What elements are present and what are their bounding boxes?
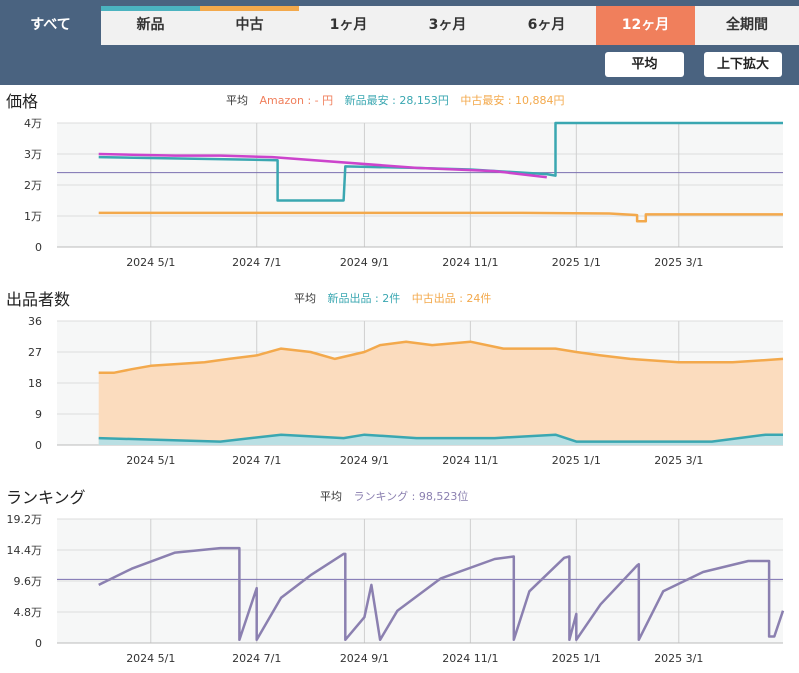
- tab-2[interactable]: 中古: [200, 6, 299, 45]
- ranking-xtick-label: 2024 11/1: [442, 652, 498, 665]
- sellers-ytick-label: 9: [35, 408, 42, 421]
- vertical-zoom-button[interactable]: 上下拡大: [704, 52, 782, 77]
- tab-label: 1ヶ月: [329, 17, 368, 33]
- range-tabs: すべて 新品 中古 1ヶ月 3ヶ月 6ヶ月 12ヶ月 全期間: [0, 0, 799, 45]
- price-series-新品最安: [98, 121, 783, 202]
- ranking-series-ランキング: [98, 546, 785, 642]
- new-sellers-legend: 新品出品 : 2件: [327, 292, 401, 305]
- sellers-series-新品出品: [98, 433, 783, 443]
- ranking-ytick-label: 0: [35, 637, 42, 650]
- price-ytick-label: 0: [35, 241, 42, 254]
- sellers-ytick-label: 18: [28, 377, 42, 390]
- ranking-ytick-label: 14.4万: [7, 544, 43, 557]
- sellers-area-新品出品: [98, 434, 783, 445]
- tab-stripe: [200, 6, 299, 11]
- ranking-ytick-label: 19.2万: [7, 513, 43, 526]
- price-avg-label: 平均: [226, 94, 248, 107]
- tab-3[interactable]: 1ヶ月: [299, 6, 398, 45]
- ranking-value-legend: ランキング : 98,523位: [353, 490, 469, 503]
- ranking-xtick-label: 2024 9/1: [340, 652, 389, 665]
- price-xtick-label: 2024 9/1: [340, 256, 389, 269]
- tab-label: 3ヶ月: [428, 17, 467, 33]
- ranking-xtick-label: 2025 1/1: [552, 652, 601, 665]
- sellers-xtick-label: 2024 9/1: [340, 454, 389, 467]
- sellers-xtick-label: 2024 7/1: [232, 454, 281, 467]
- ranking-title: ランキング: [6, 488, 86, 507]
- sellers-plot-bg: [57, 321, 783, 445]
- tab-4[interactable]: 3ヶ月: [398, 6, 497, 45]
- tab-label: 12ヶ月: [621, 17, 670, 33]
- tab-label: 中古: [235, 17, 264, 33]
- sellers-avg-label: 平均: [294, 292, 316, 305]
- price-ytick-label: 4万: [24, 117, 42, 130]
- amazon-legend: Amazon : - 円: [259, 94, 334, 107]
- used-sellers-legend: 中古出品 : 24件: [411, 292, 492, 305]
- ranking-ytick-label: 9.6万: [14, 575, 43, 588]
- sellers-xtick-label: 2024 5/1: [126, 454, 175, 467]
- price-ytick-label: 1万: [24, 210, 42, 223]
- price-ytick-label: 3万: [24, 148, 42, 161]
- tab-label: 全期間: [726, 17, 768, 33]
- tab-7[interactable]: 全期間: [695, 6, 799, 45]
- price-series-magenta: [98, 152, 547, 179]
- price-xtick-label: 2024 5/1: [126, 256, 175, 269]
- ranking-ytick-label: 4.8万: [14, 606, 43, 619]
- ranking-avg-label: 平均: [320, 490, 342, 503]
- sellers-series-中古出品: [98, 340, 784, 374]
- ranking-legend: 平均 ランキング : 98,523位: [320, 488, 476, 504]
- price-title: 価格: [6, 92, 39, 111]
- sellers-xtick-label: 2024 11/1: [442, 454, 498, 467]
- price-plot-bg: [57, 123, 783, 247]
- price-series-中古最安: [98, 211, 783, 223]
- price-xtick-label: 2025 3/1: [654, 256, 703, 269]
- sellers-legend: 平均 新品出品 : 2件 中古出品 : 24件: [294, 290, 499, 306]
- sellers-xtick-label: 2025 3/1: [654, 454, 703, 467]
- tab-label: 新品: [136, 17, 165, 33]
- tab-1[interactable]: 新品: [101, 6, 200, 45]
- price-legend: 平均 Amazon : - 円 新品最安 : 28,153円 中古最安 : 10…: [226, 92, 573, 108]
- ranking-xtick-label: 2024 7/1: [232, 652, 281, 665]
- sellers-area-中古出品: [98, 341, 783, 445]
- sellers-xtick-label: 2025 1/1: [552, 454, 601, 467]
- tab-6[interactable]: 12ヶ月: [596, 6, 695, 45]
- tab-0[interactable]: すべて: [0, 0, 101, 45]
- tab-5[interactable]: 6ヶ月: [497, 6, 596, 45]
- sellers-ytick-label: 36: [28, 315, 42, 328]
- tab-stripe: [101, 6, 200, 11]
- ranking-xtick-label: 2024 5/1: [126, 652, 175, 665]
- new-min-legend: 新品最安 : 28,153円: [344, 94, 449, 107]
- sellers-ytick-label: 0: [35, 439, 42, 452]
- price-xtick-label: 2024 11/1: [442, 256, 498, 269]
- price-xtick-label: 2025 1/1: [552, 256, 601, 269]
- ranking-xtick-label: 2025 3/1: [654, 652, 703, 665]
- average-button[interactable]: 平均: [605, 52, 684, 77]
- sellers-ytick-label: 27: [28, 346, 42, 359]
- price-ytick-label: 2万: [24, 179, 42, 192]
- tab-label: すべて: [30, 17, 71, 33]
- price-xtick-label: 2024 7/1: [232, 256, 281, 269]
- ranking-plot-bg: [57, 519, 783, 643]
- used-min-legend: 中古最安 : 10,884円: [460, 94, 565, 107]
- tab-label: 6ヶ月: [527, 17, 566, 33]
- sellers-title: 出品者数: [6, 290, 71, 309]
